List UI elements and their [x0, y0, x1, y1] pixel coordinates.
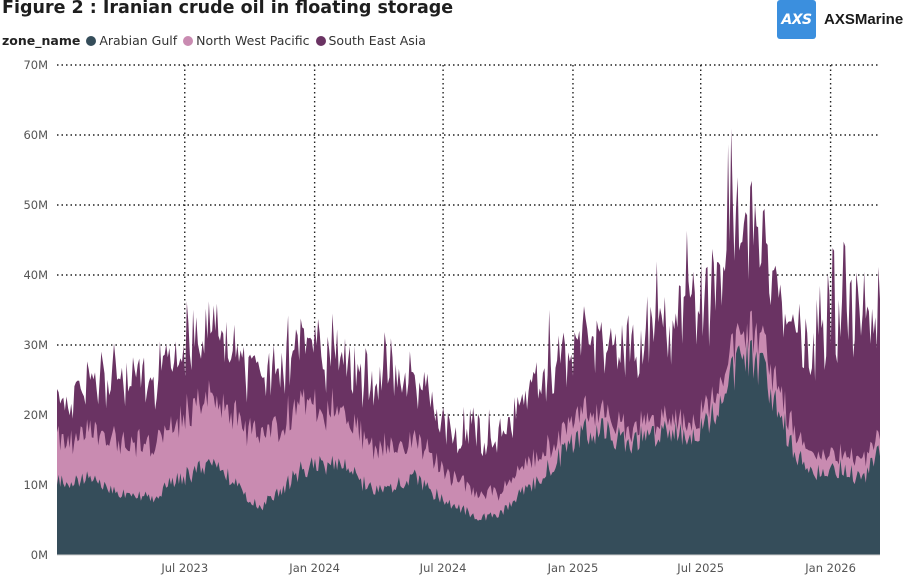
x-tick-label: Jul 2023	[160, 561, 208, 575]
legend-label-north-west-pacific: North West Pacific	[196, 33, 310, 48]
x-tick-label: Jul 2024	[419, 561, 467, 575]
legend-dot-north-west-pacific	[183, 35, 194, 46]
legend-title: zone_name	[2, 33, 81, 48]
y-tick-label: 70M	[23, 58, 48, 72]
y-tick-label: 50M	[23, 198, 48, 212]
y-tick-label: 60M	[23, 128, 48, 142]
y-tick-label: 10M	[23, 478, 48, 492]
legend-label-arabian-gulf: Arabian Gulf	[99, 33, 178, 48]
axes: 0M 10M 20M 30M 40M 50M 60M 70M Jul 2023 Jan 2024 J…	[23, 58, 880, 575]
legend-item-south-east-asia[interactable]: South East Asia	[315, 33, 426, 48]
legend-label-south-east-asia: South East Asia	[328, 33, 426, 48]
logo-name: AXSMarine	[824, 11, 904, 28]
axsmarine-logo: AXS AXSMarine	[777, 0, 903, 39]
x-tick-label: Jan 2026	[804, 561, 856, 575]
x-tick-label: Jul 2025	[676, 561, 724, 575]
chart-title: Figure 2 : Iranian crude oil in floating…	[2, 0, 454, 18]
legend-item-arabian-gulf[interactable]: Arabian Gulf	[86, 33, 177, 48]
legend: zone_name Arabian Gulf North West Pacifi…	[2, 33, 432, 48]
area-series-arabian-gulf	[57, 339, 880, 555]
legend-item-north-west-pacific[interactable]: North West Pacific	[183, 33, 310, 48]
y-tick-label: 20M	[23, 408, 48, 422]
legend-dot-south-east-asia	[315, 35, 326, 46]
y-tick-label: 40M	[23, 268, 48, 282]
y-tick-label: 0M	[31, 548, 48, 562]
y-tick-label: 30M	[23, 338, 48, 352]
gridlines	[57, 64, 880, 555]
axs-logo-icon: AXS	[777, 0, 816, 39]
x-tick-label: Jan 2024	[288, 561, 340, 575]
x-tick-label: Jan 2025	[547, 561, 599, 575]
legend-dot-arabian-gulf	[86, 35, 97, 46]
series-areas	[57, 128, 880, 555]
